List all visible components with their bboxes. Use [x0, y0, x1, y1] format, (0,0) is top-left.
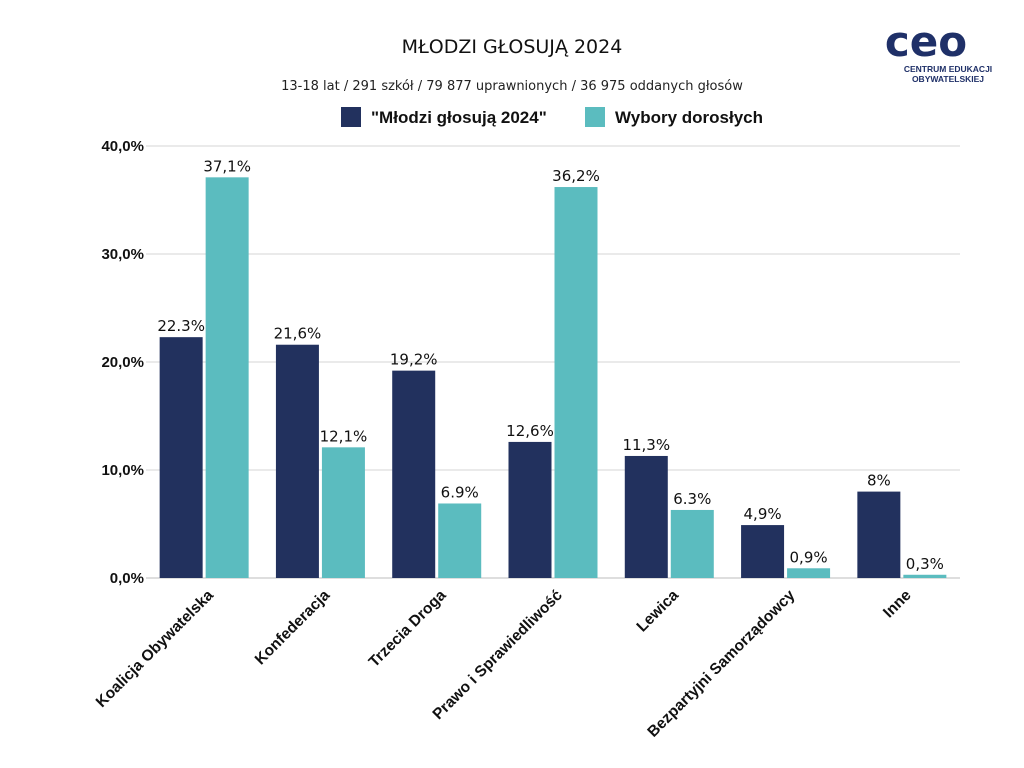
data-label: 8%: [867, 472, 891, 490]
y-tick-label: 40,0%: [101, 138, 144, 155]
data-label: 37,1%: [203, 157, 251, 175]
x-category-label: Trzecia Droga: [366, 587, 450, 671]
bar-series-1: [159, 337, 203, 578]
chart-subtitle: 13-18 lat / 291 szkół / 79 877 uprawnion…: [281, 79, 743, 94]
legend-swatch-series-1: [341, 107, 361, 127]
x-category-label: Inne: [880, 587, 915, 622]
data-label: 36,2%: [552, 167, 600, 185]
data-label: 12,6%: [506, 422, 554, 440]
data-label: 22.3%: [157, 317, 205, 335]
y-tick-label: 30,0%: [101, 246, 144, 263]
bar-series-1: [275, 344, 319, 578]
legend-swatch-series-2: [585, 107, 605, 127]
data-label: 0,3%: [906, 555, 944, 573]
legend-label-series-1: "Młodzi głosują 2024": [371, 108, 547, 127]
data-labels: 22.3% 37,1% 21,6% 12,1% 19,2% 6.9% 12,6% 36,2% 1…: [157, 157, 944, 572]
bar-series-1: [741, 525, 785, 578]
bar-series-1: [624, 455, 668, 578]
data-label: 6.3%: [673, 490, 711, 508]
ceo-logo: ceo CENTRUM EDUKACJI OBYWATELSKIEJ: [885, 17, 992, 84]
x-category-label: Konfederacja: [252, 587, 334, 669]
bar-series-2: [205, 177, 249, 578]
bar-series-2: [321, 447, 365, 578]
bars: [159, 177, 947, 579]
x-category-label: Koalicja Obywatelska: [93, 587, 217, 711]
legend: "Młodzi głosują 2024" Wybory dorosłych: [341, 107, 763, 127]
gridlines: [146, 145, 960, 579]
data-label: 19,2%: [390, 351, 438, 369]
bar-series-2: [670, 509, 714, 578]
bar-series-2: [438, 503, 482, 578]
data-label: 6.9%: [441, 483, 479, 501]
legend-label-series-2: Wybory dorosłych: [615, 108, 763, 127]
logo-line-2: OBYWATELSKIEJ: [912, 74, 984, 84]
bar-series-2: [787, 568, 831, 578]
data-label: 11,3%: [622, 436, 670, 454]
x-category-label: Lewica: [634, 587, 683, 636]
bar-series-1: [392, 370, 436, 578]
data-label: 21,6%: [274, 325, 322, 343]
y-tick-label: 0,0%: [110, 570, 144, 587]
data-label: 12,1%: [320, 427, 368, 445]
y-tick-label: 20,0%: [101, 354, 144, 371]
bar-series-2: [554, 187, 598, 579]
y-axis-ticks: 0,0% 10,0% 20,0% 30,0% 40,0%: [101, 138, 144, 587]
bar-series-1: [857, 491, 901, 578]
logo-line-1: CENTRUM EDUKACJI: [904, 64, 992, 74]
data-label: 4,9%: [744, 505, 782, 523]
x-axis-labels: Koalicja Obywatelska Konfederacja Trzecia …: [93, 587, 915, 741]
bar-series-2: [903, 574, 947, 578]
y-tick-label: 10,0%: [101, 462, 144, 479]
logo-wordmark: ceo: [885, 17, 967, 66]
bar-series-1: [508, 441, 552, 578]
data-label: 0,9%: [790, 548, 828, 566]
chart-title: MŁODZI GŁOSUJĄ 2024: [402, 36, 623, 58]
x-category-label: Prawo i Sprawiedliwość: [430, 587, 567, 724]
